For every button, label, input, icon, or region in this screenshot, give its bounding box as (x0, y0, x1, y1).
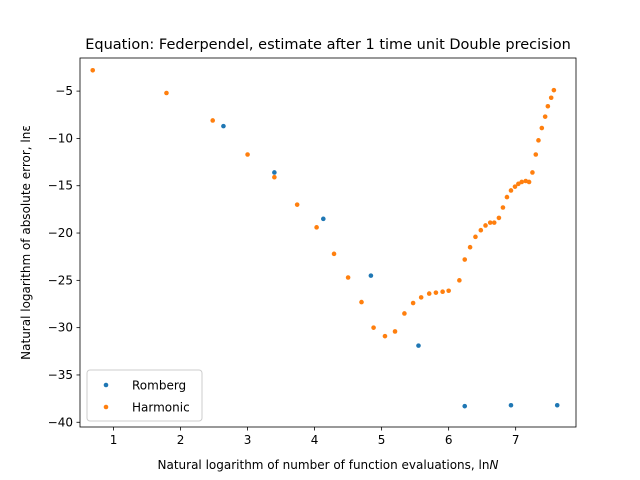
data-point-romberg (462, 403, 468, 409)
x-tick-label: 1 (110, 433, 118, 447)
x-tick-label: 4 (311, 433, 319, 447)
data-point-harmonic (526, 179, 532, 185)
data-point-romberg (272, 170, 277, 175)
data-point-harmonic (542, 114, 548, 119)
y-tick-label: −10 (48, 131, 73, 145)
y-axis-label: Natural logarithm of absolute error, lnε (19, 125, 33, 360)
data-point-harmonic (294, 202, 300, 207)
series-romberg (221, 123, 560, 409)
data-point-romberg (554, 402, 560, 408)
data-point-harmonic (536, 138, 541, 143)
data-point-harmonic (478, 227, 484, 233)
data-point-harmonic (467, 244, 473, 250)
data-point-romberg (508, 402, 514, 408)
data-point-harmonic (359, 299, 364, 305)
axes-frame (79, 57, 577, 428)
y-tick-label: −40 (48, 415, 73, 429)
data-point-harmonic (314, 225, 319, 230)
data-point-harmonic (545, 103, 551, 109)
x-tick-label: 3 (244, 433, 252, 447)
data-point-romberg (221, 123, 226, 129)
data-point-harmonic (410, 300, 416, 306)
data-point-harmonic (551, 87, 557, 93)
y-tick-label: −5 (55, 84, 73, 98)
x-tick-label: 5 (378, 433, 386, 447)
legend-label-harmonic: Harmonic (132, 401, 190, 415)
data-point-harmonic (210, 118, 216, 123)
data-point-harmonic (487, 220, 493, 225)
data-point-harmonic (530, 170, 535, 175)
data-point-harmonic (548, 95, 554, 101)
data-point-harmonic (402, 311, 407, 316)
x-tick-label: 6 (445, 433, 453, 447)
data-point-harmonic (272, 174, 277, 180)
x-axis-label-variable: N (490, 458, 499, 472)
data-point-harmonic (418, 295, 424, 300)
data-point-harmonic (533, 152, 539, 157)
data-point-harmonic (90, 68, 96, 73)
x-tick-label: 7 (512, 433, 520, 447)
data-point-harmonic (426, 291, 432, 296)
y-tick-label: −20 (48, 226, 73, 240)
data-point-romberg (416, 343, 421, 348)
y-tick-label: −30 (48, 321, 73, 335)
data-point-harmonic (496, 215, 502, 221)
data-point-harmonic (500, 205, 506, 210)
data-point-harmonic (382, 333, 388, 339)
chart-title: Equation: Federpendel, estimate after 1 … (85, 37, 571, 53)
x-axis-label-text: Natural logarithm of number of function … (158, 458, 490, 472)
y-tick-label: −15 (48, 179, 73, 193)
x-axis: 1 2 3 4 5 6 7 (110, 427, 520, 447)
legend-label-romberg: Romberg (132, 379, 186, 393)
y-tick-label: −35 (48, 368, 73, 382)
plot-area: 1 2 3 4 5 6 7 −5 −10 −15 −20 −25 −30 −35 −40 (48, 57, 577, 447)
legend: Romberg Harmonic (86, 369, 203, 422)
data-point-harmonic (473, 234, 478, 240)
legend-marker-romberg (103, 382, 109, 388)
legend-marker-harmonic (103, 404, 109, 410)
series-harmonic (90, 68, 557, 339)
data-point-harmonic (508, 188, 514, 193)
data-point-harmonic (164, 90, 169, 96)
x-axis-label: Natural logarithm of number of function … (158, 458, 499, 472)
data-point-romberg (368, 273, 374, 278)
data-point-harmonic (392, 329, 398, 334)
data-point-harmonic (491, 220, 497, 225)
data-point-harmonic (440, 289, 445, 295)
data-point-harmonic (512, 184, 518, 189)
data-point-harmonic (331, 251, 337, 257)
data-point-harmonic (446, 288, 451, 294)
data-point-harmonic (462, 257, 468, 262)
data-point-harmonic (371, 325, 376, 330)
data-point-harmonic (539, 125, 545, 131)
x-tick-label: 2 (177, 433, 185, 447)
data-point-harmonic (345, 275, 351, 280)
data-point-romberg (321, 216, 326, 222)
data-point-harmonic (457, 278, 462, 283)
data-point-harmonic (433, 290, 439, 295)
data-point-harmonic (245, 152, 250, 157)
data-point-harmonic (504, 194, 510, 200)
y-axis: −5 −10 −15 −20 −25 −30 −35 −40 (48, 84, 80, 429)
series-layer (90, 68, 560, 409)
data-point-harmonic (516, 181, 521, 187)
legend-frame (86, 369, 203, 422)
y-tick-label: −25 (48, 273, 73, 287)
data-point-harmonic (519, 179, 525, 185)
data-point-harmonic (483, 223, 488, 228)
